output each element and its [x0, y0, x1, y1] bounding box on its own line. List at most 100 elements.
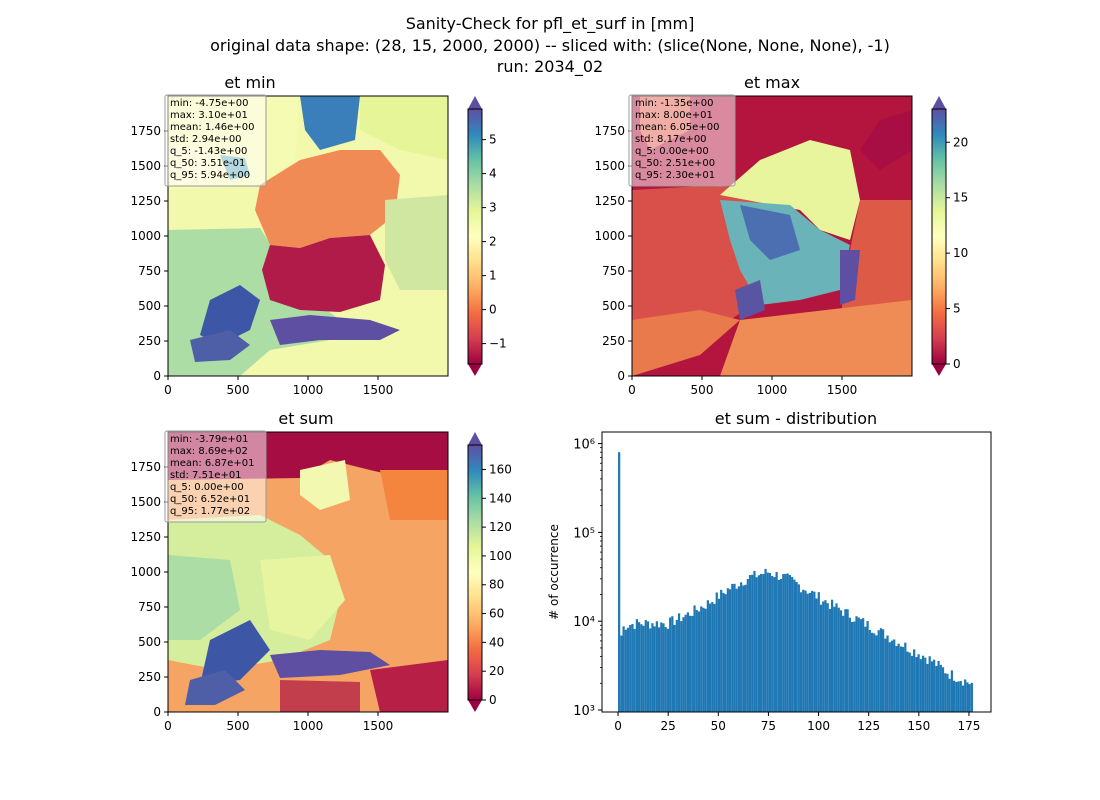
suptitle-line-1: Sanity-Check for pfl_et_surf in [mm] — [406, 14, 695, 34]
histogram-bar — [933, 659, 936, 712]
histogram-bar — [664, 627, 667, 712]
x-tick-label: 50 — [711, 719, 726, 733]
colorbar-extend-top — [468, 96, 482, 109]
y-tick-label: 10⁴ — [573, 615, 595, 630]
histogram-bar — [904, 642, 907, 712]
stat-q95: q_95: 2.30e+01 — [635, 170, 715, 181]
histogram-bar — [897, 643, 900, 712]
y-tick-label: 500 — [138, 299, 161, 313]
histogram-bar — [669, 617, 672, 712]
histogram-bar — [771, 575, 774, 712]
histogram-bar — [935, 665, 938, 712]
histogram-bar — [706, 600, 709, 712]
colorbar-tick-label: 0 — [953, 357, 961, 371]
histogram-bar — [862, 618, 865, 712]
colorbar-tick-label: 4 — [489, 167, 497, 181]
histogram-bar — [700, 606, 703, 712]
colorbar: −1 0 1 2 3 4 5 — [467, 96, 507, 376]
colorbar-tick-label: 60 — [489, 607, 504, 621]
histogram-bar — [895, 646, 898, 712]
histogram-bar — [961, 685, 965, 712]
histogram-bar — [731, 583, 734, 712]
colorbar-tick-label: 140 — [489, 491, 512, 505]
stat-q50: q_50: 3.51e-01 — [170, 158, 245, 169]
colorbar-tick-label: 15 — [953, 191, 968, 205]
colorbar-extend-bottom — [468, 700, 482, 712]
y-tick-label: 1500 — [130, 159, 161, 173]
histogram-bar — [693, 605, 696, 712]
histogram-bar — [966, 682, 969, 712]
histogram-bar — [677, 613, 681, 712]
histogram-bar — [713, 603, 716, 712]
histogram-bar — [768, 573, 772, 712]
histogram-bar — [726, 588, 729, 712]
histogram-bar — [868, 629, 871, 712]
histogram-bar — [908, 652, 911, 712]
x-tick-label: 150 — [907, 719, 930, 733]
y-tick-label: 500 — [602, 299, 625, 313]
y-tick-label: 1250 — [594, 194, 625, 208]
histogram-bar — [788, 575, 792, 712]
histogram-bar — [910, 655, 914, 712]
y-axis-label: # of occurrence — [547, 524, 561, 620]
histogram-bar — [913, 649, 916, 712]
y-tick-label: 250 — [138, 670, 161, 684]
suptitle-line-3: run: 2034_02 — [497, 57, 603, 77]
histogram-bar — [773, 577, 776, 712]
histogram-bar — [877, 630, 880, 712]
histogram-bar — [855, 616, 858, 712]
histogram-bar — [859, 619, 863, 712]
colorbar: 0 20 40 60 80 100 120 140 160 — [467, 432, 512, 712]
stat-mean: mean: 1.46e+00 — [170, 122, 254, 133]
axes: 0 500 1000 1500 0 250 500 750 1000 1250 1500 1750 — [130, 124, 393, 397]
histogram-bar — [817, 592, 820, 712]
y-tick-label: 750 — [602, 264, 625, 278]
histogram-bar — [737, 586, 741, 712]
histogram-bar — [655, 621, 658, 712]
histogram-bar — [795, 582, 798, 712]
histogram-bar — [620, 635, 623, 712]
histogram-bar — [704, 608, 707, 712]
x-tick-label: 1500 — [827, 383, 858, 397]
histogram-bar — [624, 629, 627, 712]
histogram-bar — [748, 575, 752, 712]
x-tick-label: 125 — [857, 719, 880, 733]
y-tick-label: 250 — [138, 334, 161, 348]
histogram-bar — [948, 678, 951, 712]
histogram-bar — [642, 625, 645, 712]
histogram-bar — [631, 623, 634, 712]
histogram-bar — [808, 592, 812, 712]
histogram-bar — [811, 590, 814, 712]
panel-title: et sum — [278, 409, 333, 428]
y-tick-label: 0 — [617, 369, 625, 383]
histogram-bar — [744, 584, 747, 712]
stat-q5: q_5: 0.00e+00 — [635, 146, 709, 157]
panel-title: et sum - distribution — [715, 409, 877, 428]
histogram-bar — [926, 663, 929, 712]
histogram-bar — [777, 579, 780, 712]
histogram-bar — [666, 628, 670, 712]
histogram-bar — [813, 591, 816, 712]
histogram-bar — [671, 616, 674, 712]
histogram-bar — [673, 624, 676, 712]
x-tick-label: 500 — [227, 719, 250, 733]
histogram-bar — [846, 609, 849, 712]
suptitle-line-2: original data shape: (28, 15, 2000, 2000… — [210, 36, 890, 55]
histogram-bar — [720, 589, 723, 712]
histogram-bar — [837, 607, 840, 712]
histogram-bar — [882, 629, 885, 712]
stat-min: min: -1.35e+00 — [635, 98, 714, 109]
histogram-bar — [791, 577, 794, 712]
histogram-bar — [937, 660, 940, 712]
histogram-bar — [857, 617, 860, 712]
histogram-bar — [955, 681, 958, 712]
histogram-bar — [635, 619, 639, 712]
stat-q95: q_95: 5.94e+00 — [170, 170, 250, 181]
histogram-bar — [850, 622, 854, 712]
histogram-bar — [941, 667, 945, 712]
histogram-bar — [930, 661, 934, 712]
histogram-bar — [775, 571, 778, 712]
panel-et-min: et min 0 500 1000 1500025050075010001250150… — [130, 73, 506, 397]
y-tick-label: 1750 — [594, 124, 625, 138]
